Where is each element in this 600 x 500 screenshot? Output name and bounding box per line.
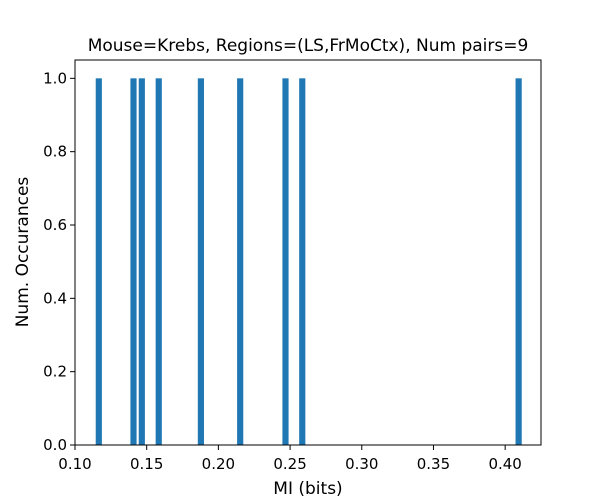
y-tick-label: 0.2: [43, 363, 67, 381]
x-tick-label: 0.20: [202, 455, 235, 473]
y-tick-label: 0.8: [43, 143, 67, 161]
y-tick-label: 0.4: [43, 289, 67, 307]
x-axis-label: MI (bits): [273, 479, 342, 499]
plot-frame: [74, 59, 542, 446]
bars-group: [95, 78, 522, 445]
histogram-bar: [130, 78, 137, 445]
x-tick-label: 0.35: [417, 455, 450, 473]
chart-title: Mouse=Krebs, Regions=(LS,FrMoCtx), Num p…: [88, 36, 529, 56]
x-axis-ticks: 0.10 0.15 0.20 0.25 0.30 0.35 0.40: [58, 445, 522, 473]
histogram-bar: [299, 78, 306, 445]
y-tick-label: 0.0: [43, 436, 67, 454]
histogram-bar: [282, 78, 289, 445]
histogram-bar: [155, 78, 162, 445]
x-tick-label: 0.25: [273, 455, 306, 473]
histogram-bar: [515, 78, 522, 445]
y-tick-label: 0.6: [43, 216, 67, 234]
x-tick-label: 0.15: [130, 455, 163, 473]
histogram-bar: [237, 78, 244, 445]
x-tick-label: 0.10: [58, 455, 91, 473]
histogram-bar: [197, 78, 204, 445]
histogram-bar: [95, 78, 102, 445]
x-tick-label: 0.30: [345, 455, 378, 473]
histogram-bar: [138, 78, 145, 445]
x-tick-label: 0.40: [488, 455, 521, 473]
y-axis-ticks: 0.0 0.2 0.4 0.6 0.8 1.0: [43, 69, 75, 454]
y-axis-label: Num. Occurances: [13, 177, 33, 328]
y-tick-label: 1.0: [43, 69, 67, 87]
